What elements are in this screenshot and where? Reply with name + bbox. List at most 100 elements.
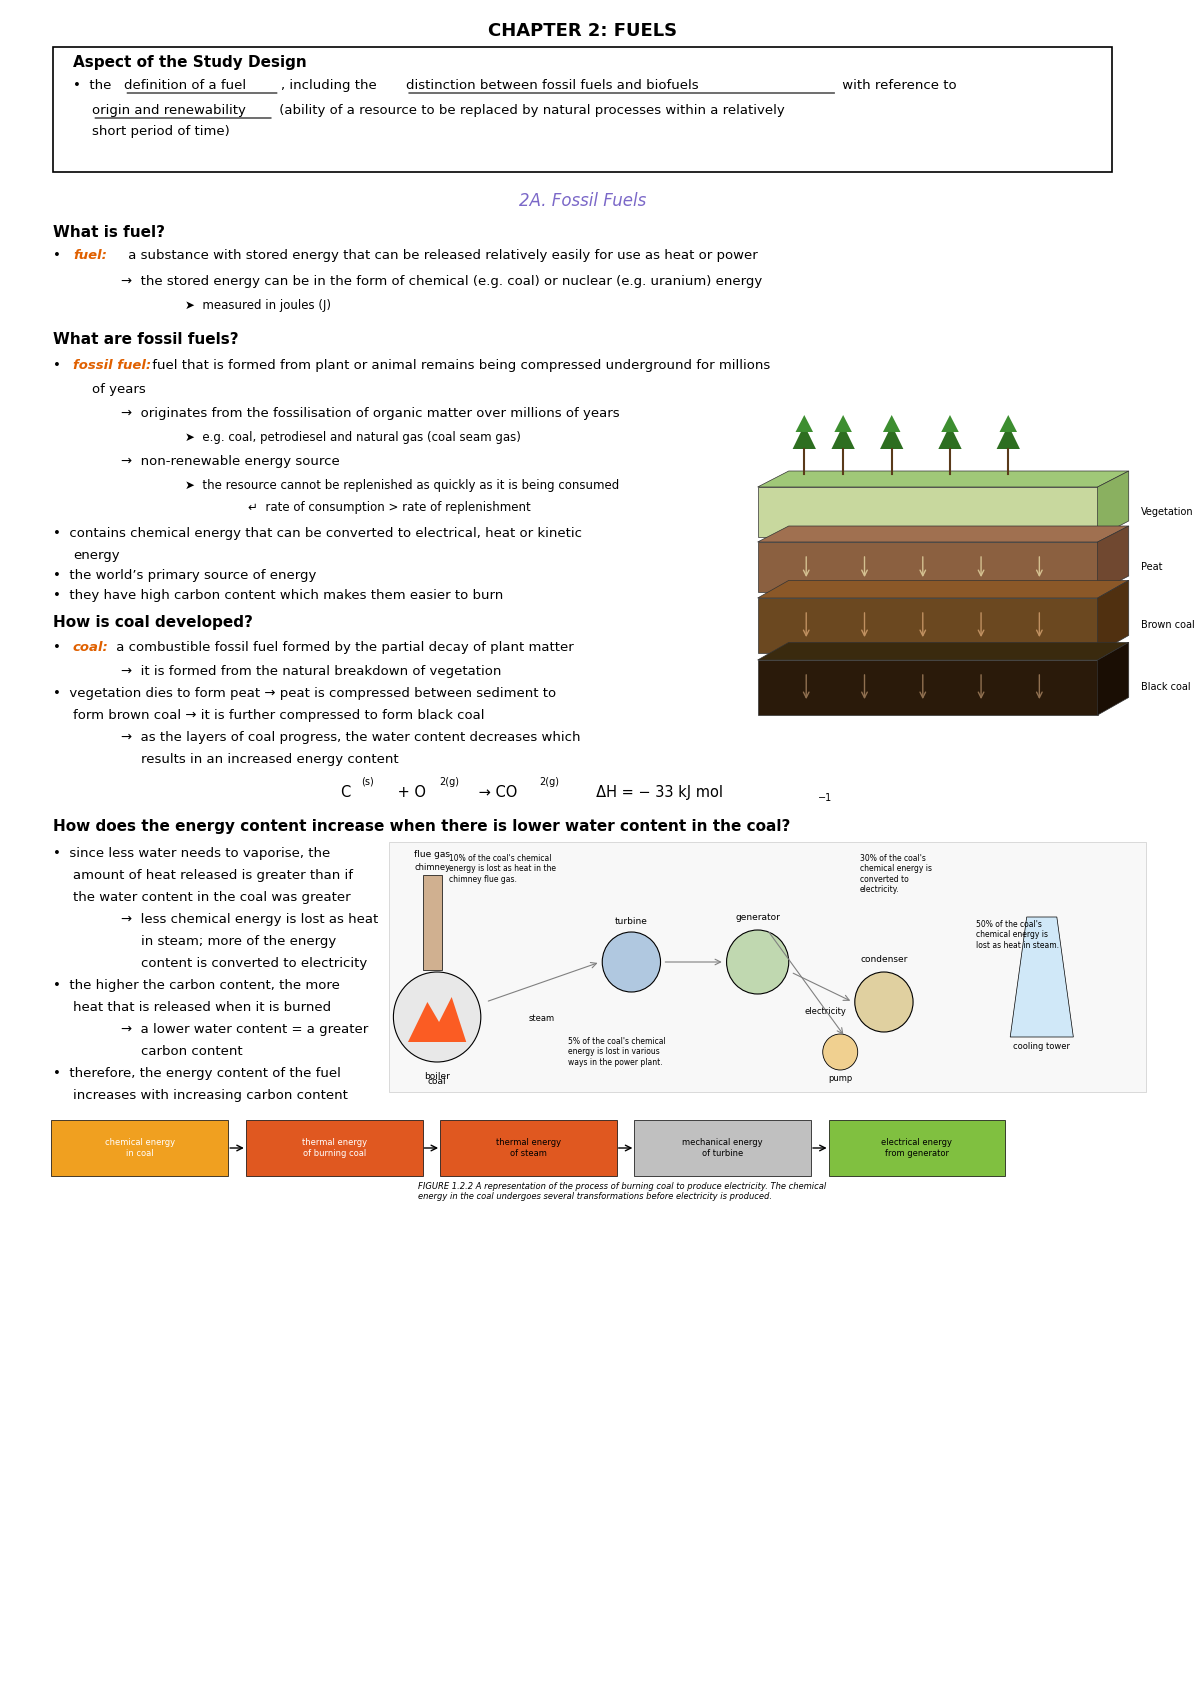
Text: distinction between fossil fuels and biofuels: distinction between fossil fuels and bio… <box>406 80 698 92</box>
Text: •  vegetation dies to form peat → peat is compressed between sediment to: • vegetation dies to form peat → peat is… <box>54 687 557 699</box>
Text: •: • <box>54 360 70 372</box>
Circle shape <box>854 972 913 1032</box>
Text: •  they have high carbon content which makes them easier to burn: • they have high carbon content which ma… <box>54 589 504 602</box>
Polygon shape <box>880 424 904 450</box>
Text: flue gas: flue gas <box>414 850 450 859</box>
Circle shape <box>823 1033 858 1071</box>
Text: −1: −1 <box>818 792 832 803</box>
Text: generator: generator <box>736 913 780 921</box>
Text: thermal energy
of burning coal: thermal energy of burning coal <box>301 1139 367 1157</box>
Text: energy: energy <box>73 550 120 562</box>
Polygon shape <box>757 526 1129 541</box>
Text: mechanical energy
of turbine: mechanical energy of turbine <box>683 1139 763 1157</box>
Text: •  therefore, the energy content of the fuel: • therefore, the energy content of the f… <box>54 1067 341 1079</box>
Text: with reference to: with reference to <box>839 80 956 92</box>
Text: •  the: • the <box>73 80 115 92</box>
Text: coal: coal <box>427 1078 446 1086</box>
Text: in steam; more of the energy: in steam; more of the energy <box>140 935 336 949</box>
Text: How is coal developed?: How is coal developed? <box>54 614 253 630</box>
Polygon shape <box>757 597 1098 653</box>
Polygon shape <box>941 416 959 433</box>
Text: fossil fuel:: fossil fuel: <box>73 360 151 372</box>
Text: 30% of the coal's
chemical energy is
converted to
electricity.: 30% of the coal's chemical energy is con… <box>859 854 931 894</box>
Text: amount of heat released is greater than if: amount of heat released is greater than … <box>73 869 353 882</box>
Text: the water content in the coal was greater: the water content in the coal was greate… <box>73 891 350 905</box>
Text: 2(g): 2(g) <box>539 777 559 787</box>
Text: a combustible fossil fuel formed by the partial decay of plant matter: a combustible fossil fuel formed by the … <box>112 641 574 653</box>
Text: ➤  e.g. coal, petrodiesel and natural gas (coal seam gas): ➤ e.g. coal, petrodiesel and natural gas… <box>185 431 521 445</box>
Circle shape <box>602 932 660 993</box>
Text: pump: pump <box>828 1074 852 1083</box>
Text: →  it is formed from the natural breakdown of vegetation: → it is formed from the natural breakdow… <box>121 665 502 679</box>
FancyBboxPatch shape <box>389 842 1146 1091</box>
Polygon shape <box>883 416 900 433</box>
Text: heat that is released when it is burned: heat that is released when it is burned <box>73 1001 331 1015</box>
Text: •  the higher the carbon content, the more: • the higher the carbon content, the mor… <box>54 979 341 993</box>
Text: ΔH = − 33 kJ mol: ΔH = − 33 kJ mol <box>574 786 724 799</box>
Text: of years: of years <box>92 384 146 395</box>
FancyBboxPatch shape <box>635 1120 811 1176</box>
Polygon shape <box>757 541 1098 592</box>
Text: How does the energy content increase when there is lower water content in the co: How does the energy content increase whe… <box>54 820 791 833</box>
Polygon shape <box>796 416 814 433</box>
Text: Vegetation: Vegetation <box>1141 507 1194 518</box>
Text: Peat: Peat <box>1141 562 1163 572</box>
Text: definition of a fuel: definition of a fuel <box>125 80 246 92</box>
Text: cooling tower: cooling tower <box>1013 1042 1069 1050</box>
Text: fuel:: fuel: <box>73 249 107 261</box>
Text: What is fuel?: What is fuel? <box>54 226 166 239</box>
Text: electrical energy
from generator: electrical energy from generator <box>882 1139 953 1157</box>
Text: ➤  measured in joules (J): ➤ measured in joules (J) <box>185 299 330 312</box>
Text: What are fossil fuels?: What are fossil fuels? <box>54 333 239 346</box>
Text: results in an increased energy content: results in an increased energy content <box>140 753 398 765</box>
Polygon shape <box>1098 580 1129 653</box>
Circle shape <box>394 972 481 1062</box>
Text: turbine: turbine <box>614 916 648 927</box>
Text: → CO: → CO <box>474 786 517 799</box>
Text: (s): (s) <box>361 777 374 787</box>
FancyBboxPatch shape <box>52 1120 228 1176</box>
Text: →  as the layers of coal progress, the water content decreases which: → as the layers of coal progress, the wa… <box>121 731 581 743</box>
Text: C: C <box>340 786 350 799</box>
FancyBboxPatch shape <box>246 1120 422 1176</box>
FancyBboxPatch shape <box>440 1120 617 1176</box>
Text: (ability of a resource to be replaced by natural processes within a relatively: (ability of a resource to be replaced by… <box>275 104 785 117</box>
Text: steam: steam <box>528 1015 554 1023</box>
Text: short period of time): short period of time) <box>92 126 230 137</box>
Text: •: • <box>54 641 70 653</box>
Text: •  the world’s primary source of energy: • the world’s primary source of energy <box>54 568 317 582</box>
Text: ➤  the resource cannot be replenished as quickly as it is being consumed: ➤ the resource cannot be replenished as … <box>185 479 619 492</box>
Text: origin and renewability: origin and renewability <box>92 104 246 117</box>
Text: •: • <box>54 249 70 261</box>
Polygon shape <box>938 424 961 450</box>
Text: electricity: electricity <box>805 1006 846 1017</box>
Polygon shape <box>1010 916 1073 1037</box>
Polygon shape <box>793 424 816 450</box>
FancyBboxPatch shape <box>828 1120 1006 1176</box>
Text: fuel that is formed from plant or animal remains being compressed underground fo: fuel that is formed from plant or animal… <box>148 360 770 372</box>
Text: Black coal: Black coal <box>1141 682 1190 692</box>
Bar <box>422 876 442 971</box>
Polygon shape <box>1098 526 1129 592</box>
Text: chemical energy
in coal: chemical energy in coal <box>104 1139 175 1157</box>
Circle shape <box>726 930 788 994</box>
Polygon shape <box>1098 643 1129 714</box>
Text: 10% of the coal's chemical
energy is lost as heat in the
chimney flue gas.: 10% of the coal's chemical energy is los… <box>449 854 556 884</box>
Text: →  less chemical energy is lost as heat: → less chemical energy is lost as heat <box>121 913 379 927</box>
FancyBboxPatch shape <box>54 48 1112 171</box>
Text: FIGURE 1.2.2 A representation of the process of burning coal to produce electric: FIGURE 1.2.2 A representation of the pro… <box>418 1183 826 1201</box>
Polygon shape <box>757 580 1129 597</box>
Text: content is converted to electricity: content is converted to electricity <box>140 957 367 971</box>
Text: →  originates from the fossilisation of organic matter over millions of years: → originates from the fossilisation of o… <box>121 407 620 419</box>
Text: •  contains chemical energy that can be converted to electrical, heat or kinetic: • contains chemical energy that can be c… <box>54 528 582 540</box>
Text: →  the stored energy can be in the form of chemical (e.g. coal) or nuclear (e.g.: → the stored energy can be in the form o… <box>121 275 763 288</box>
Polygon shape <box>757 487 1098 536</box>
Text: , including the: , including the <box>281 80 380 92</box>
Polygon shape <box>997 424 1020 450</box>
Text: Brown coal: Brown coal <box>1141 621 1195 631</box>
Text: a substance with stored energy that can be released relatively easily for use as: a substance with stored energy that can … <box>125 249 758 261</box>
Text: CHAPTER 2: FUELS: CHAPTER 2: FUELS <box>488 22 677 41</box>
Text: carbon content: carbon content <box>140 1045 242 1057</box>
Polygon shape <box>757 660 1098 714</box>
Text: + O: + O <box>394 786 426 799</box>
